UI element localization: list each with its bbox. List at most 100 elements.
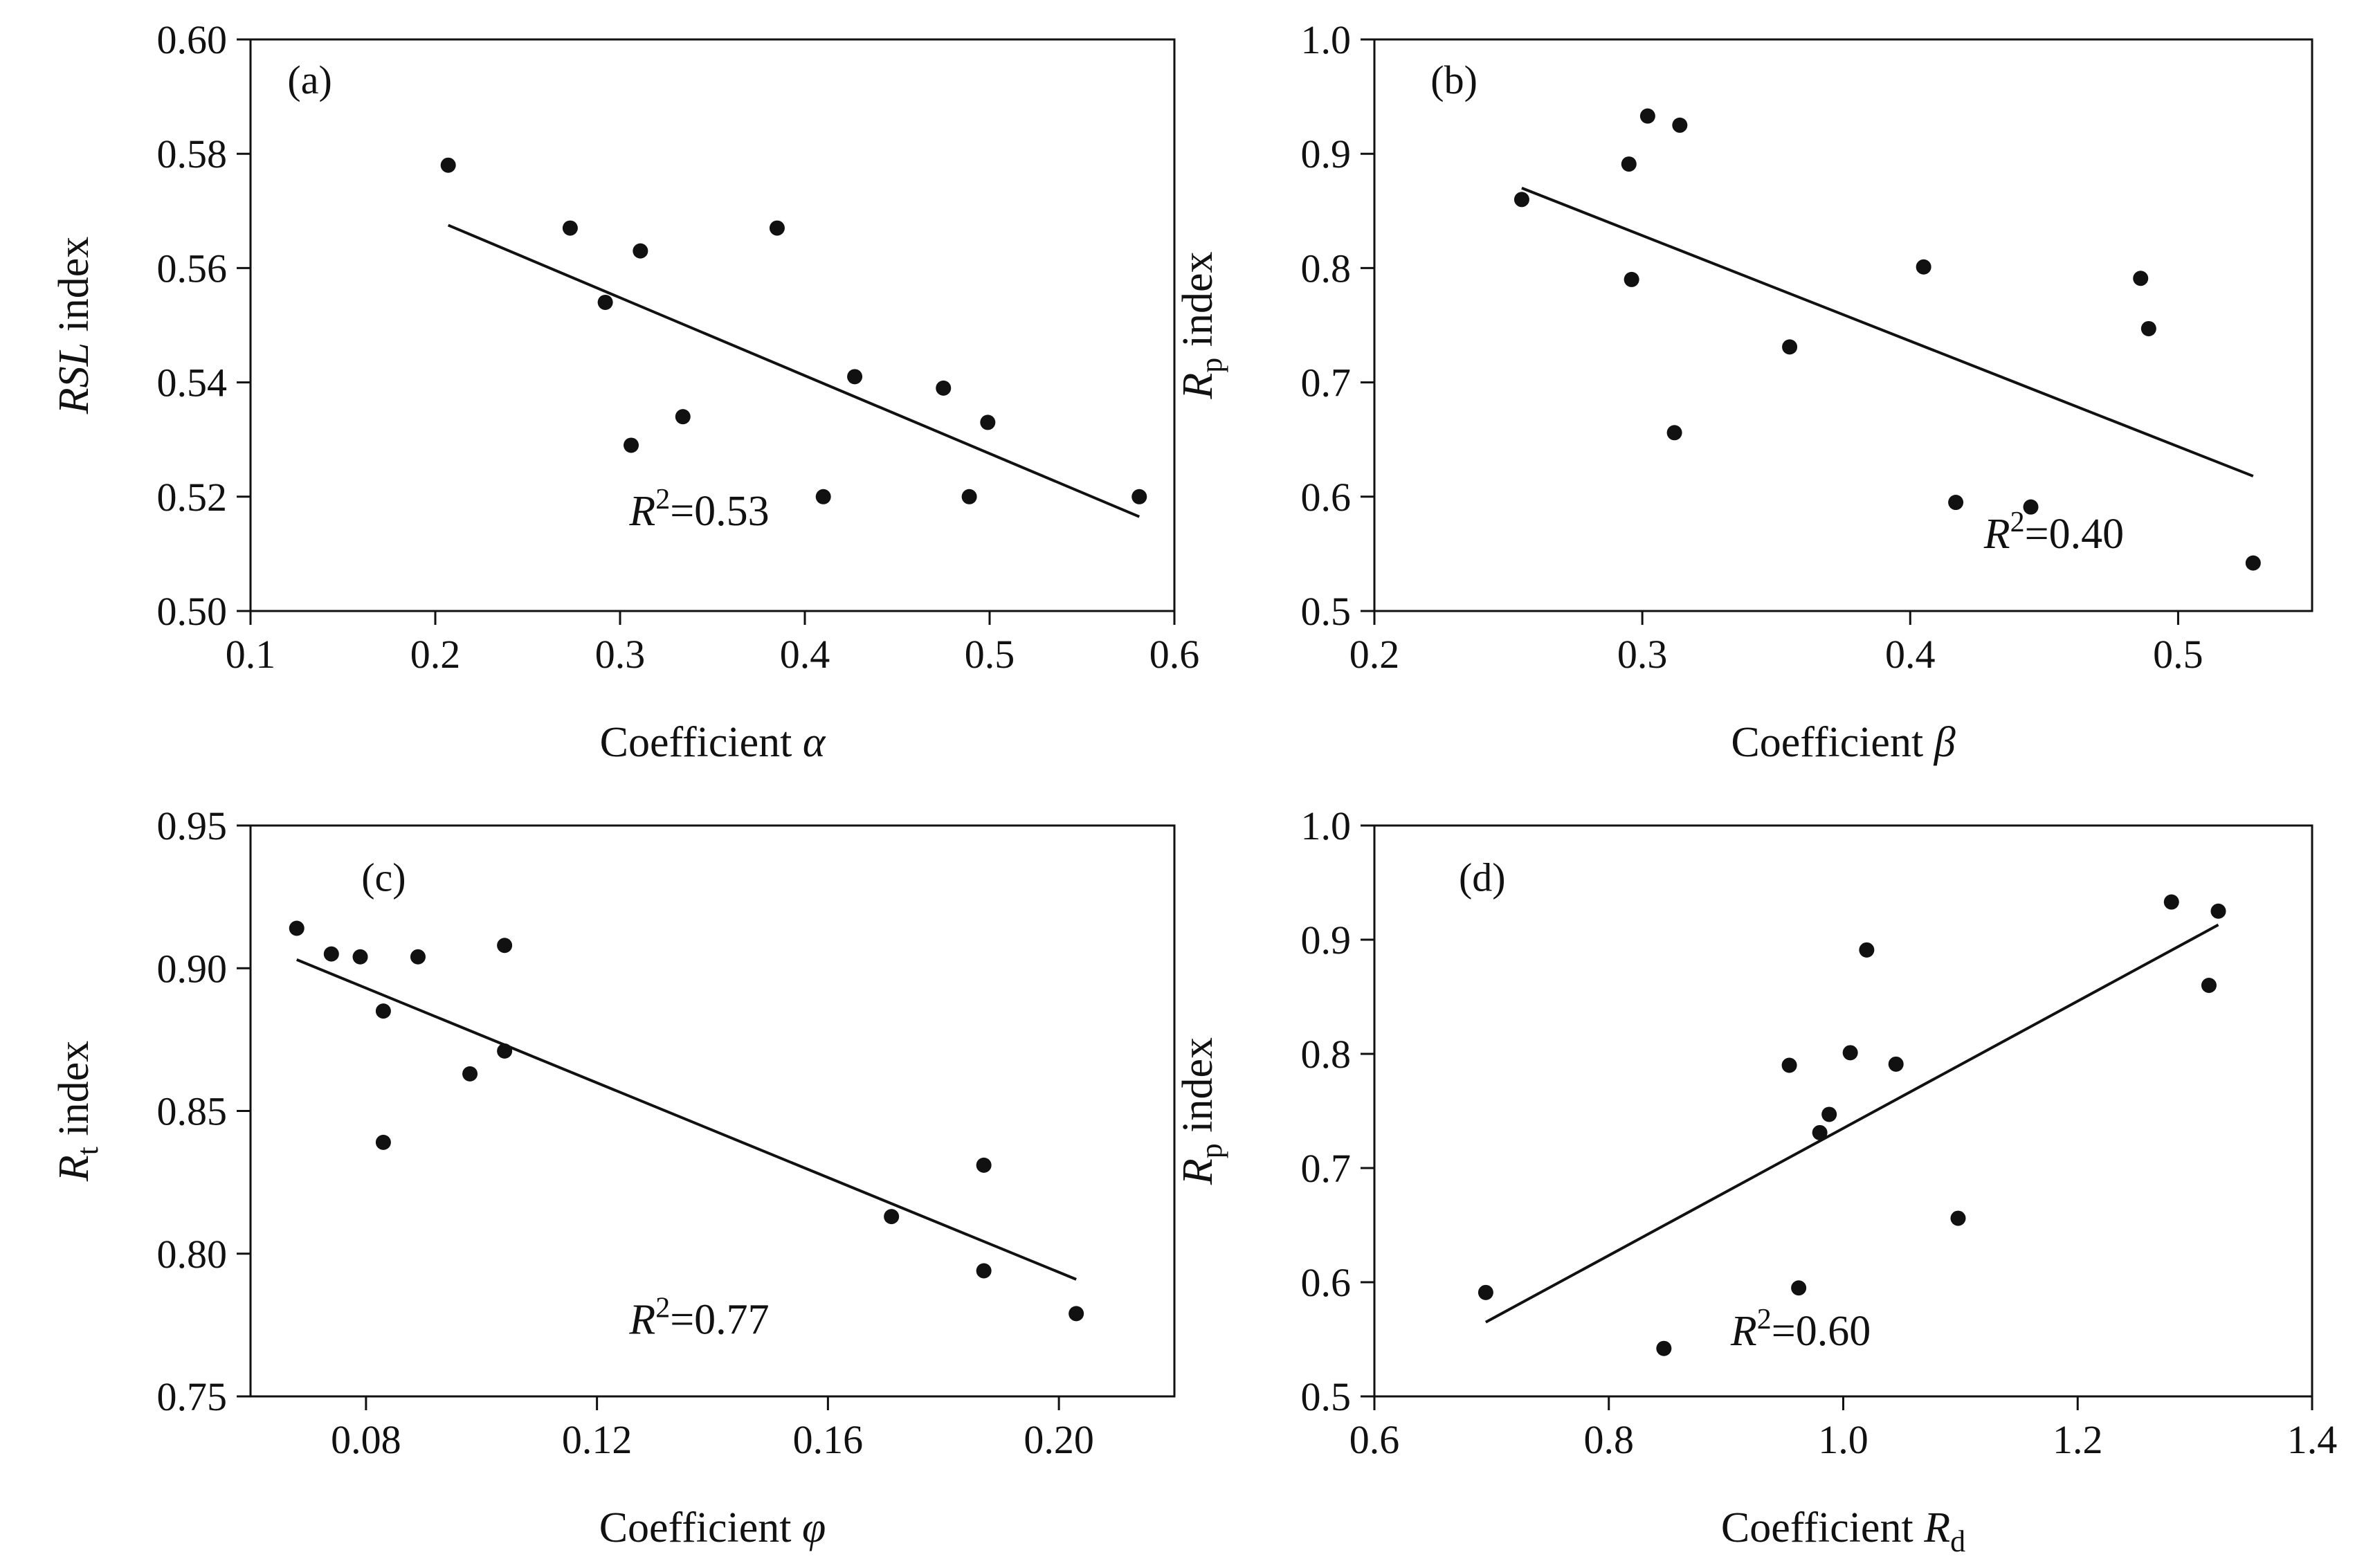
panel-a-ytick-label: 0.60 — [157, 17, 228, 62]
panel-c-label: (c) — [361, 855, 406, 900]
r-squared-symbol: R — [628, 1296, 655, 1343]
panel-a-y-axis-label: RSL index — [51, 237, 98, 415]
panel-a-x-axis-label: Coefficient α — [600, 719, 826, 766]
panel-b-data-point — [2245, 555, 2261, 571]
panel-d-r-squared: R2=0.60 — [1730, 1304, 1871, 1355]
y-axis-label-text: index — [51, 1041, 98, 1147]
panel-a-data-point — [633, 243, 648, 259]
panel-b-data-point — [2133, 271, 2149, 286]
panel-d-label: (d) — [1459, 855, 1506, 900]
x-axis-label-text: Coefficient — [1721, 1504, 1924, 1551]
panel-a-frame — [249, 38, 1176, 612]
r-squared-superscript: 2 — [655, 1292, 670, 1324]
panel-a-data-point — [562, 220, 578, 236]
panel-b-ytick-label: 1.0 — [1301, 17, 1352, 62]
panel-d-xtick-label: 0.8 — [1584, 1417, 1635, 1462]
panel-b-data-point — [1666, 425, 1682, 441]
y-axis-label-symbol: R — [51, 1155, 98, 1182]
panel-b-r-squared: R2=0.40 — [1983, 507, 2124, 558]
panel-b-xtick-label: 0.5 — [2153, 632, 2203, 677]
panel-b-x-axis-label: Coefficient β — [1731, 719, 1955, 766]
r-squared-superscript: 2 — [2010, 507, 2025, 538]
panel-d-xtick-label: 1.4 — [2287, 1417, 2338, 1462]
y-axis-label-text: index — [51, 237, 98, 343]
panel-b-ytick-label: 0.7 — [1301, 361, 1352, 405]
r-squared-value: =0.53 — [670, 488, 769, 535]
y-axis-label-symbol: RSL — [51, 343, 98, 414]
panel-c-data-point — [884, 1209, 900, 1225]
panel-a-data-point — [961, 489, 977, 504]
panel-a-data-point — [440, 157, 456, 173]
panel-b-ytick-label: 0.6 — [1301, 475, 1352, 520]
panel-b-xtick-label: 0.4 — [1885, 632, 1936, 677]
panel-d-data-point — [2210, 903, 2226, 919]
panel-d-data-point — [2163, 894, 2179, 910]
panel-a-r-squared: R2=0.53 — [628, 484, 769, 535]
panel-d-ytick-label: 0.5 — [1301, 1374, 1352, 1419]
x-axis-label-text: Coefficient — [599, 1504, 802, 1551]
r-squared-symbol: R — [1983, 511, 2010, 558]
panel-a-ytick-label: 0.56 — [157, 246, 228, 291]
panel-c-r-squared: R2=0.77 — [628, 1292, 769, 1343]
panel-c-data-point — [497, 938, 513, 954]
y-axis-label-subscript: p — [1194, 358, 1228, 373]
panel-d-xtick-label: 1.2 — [2053, 1417, 2103, 1462]
panel-c-data-point — [375, 1134, 391, 1150]
panel-a-xtick-label: 0.2 — [410, 632, 461, 677]
panel-d-ytick-label: 0.9 — [1301, 918, 1352, 963]
panel-c-ytick-label: 0.80 — [157, 1232, 228, 1277]
panel-c-xtick-label: 0.16 — [793, 1417, 864, 1462]
y-axis-label-symbol: R — [1174, 1158, 1221, 1185]
y-axis-label-text: index — [1174, 251, 1221, 357]
panel-d-ytick-label: 1.0 — [1301, 803, 1352, 848]
panel-b-xtick-label: 0.3 — [1617, 632, 1668, 677]
panel-d-ytick-label: 0.6 — [1301, 1260, 1352, 1305]
panel-c-ytick-label: 0.95 — [157, 803, 228, 848]
panel-a-data-point — [597, 294, 613, 310]
panel-c-y-axis-label: Rt index — [51, 1041, 104, 1182]
panel-a-data-point — [769, 220, 785, 236]
r-squared-symbol: R — [628, 488, 655, 535]
panel-d-ytick-label: 0.8 — [1301, 1032, 1352, 1077]
panel-a-label: (a) — [287, 57, 331, 102]
panel-a-regression-line — [447, 224, 1140, 518]
panel-d-data-point — [1791, 1280, 1807, 1296]
panel-a-data-point — [815, 489, 831, 504]
panel-b-ytick-label: 0.5 — [1301, 589, 1352, 634]
y-axis-label-symbol: R — [1174, 373, 1221, 400]
panel-b-data-point — [1513, 192, 1529, 208]
x-axis-label-symbol: β — [1934, 719, 1956, 766]
panel-d-data-point — [1842, 1045, 1858, 1061]
panel-c-ytick-label: 0.85 — [157, 1089, 228, 1134]
panel-d: 0.6 0.8 1.0 1.2 1.40.50.60.70.80.91.0Coeffic… — [1174, 803, 2337, 1558]
panel-a-xtick-label: 0.3 — [595, 632, 646, 677]
panel-b-ytick-label: 0.8 — [1301, 246, 1352, 291]
panel-b-data-point — [1672, 117, 1688, 133]
x-axis-label-symbol: α — [803, 719, 826, 766]
x-axis-label-symbol: R — [1923, 1504, 1950, 1551]
panel-c-xtick-label: 0.20 — [1024, 1417, 1094, 1462]
panel-c-data-point — [289, 920, 304, 936]
panel-c-data-point — [352, 949, 368, 965]
panel-a-ytick-label: 0.52 — [157, 475, 228, 520]
panel-b-data-point — [2140, 320, 2156, 336]
panel-a-xtick-label: 0.1 — [226, 632, 276, 677]
panel-b-regression-line — [1521, 186, 2254, 477]
panel-d-data-point — [1781, 1057, 1797, 1073]
r-squared-value: =0.60 — [1772, 1308, 1871, 1355]
panel-b-data-point — [1624, 271, 1639, 287]
panel-d-data-point — [1821, 1106, 1837, 1122]
panel-c-data-point — [410, 949, 426, 965]
panel-b-data-point — [1639, 108, 1655, 124]
panel-a-data-point — [624, 437, 639, 453]
panel-b-data-point — [1948, 495, 1964, 511]
panel-d-ytick-label: 0.7 — [1301, 1146, 1352, 1191]
panel-b-data-point — [2023, 499, 2039, 515]
panel-a-data-point — [1131, 489, 1147, 504]
panel-b-ytick-label: 0.9 — [1301, 131, 1352, 176]
panel-a-data-point — [675, 409, 691, 425]
panel-d-y-axis-label: Rp index — [1174, 1037, 1228, 1185]
r-squared-value: =0.40 — [2025, 511, 2124, 558]
panel-a-data-point — [847, 369, 863, 385]
